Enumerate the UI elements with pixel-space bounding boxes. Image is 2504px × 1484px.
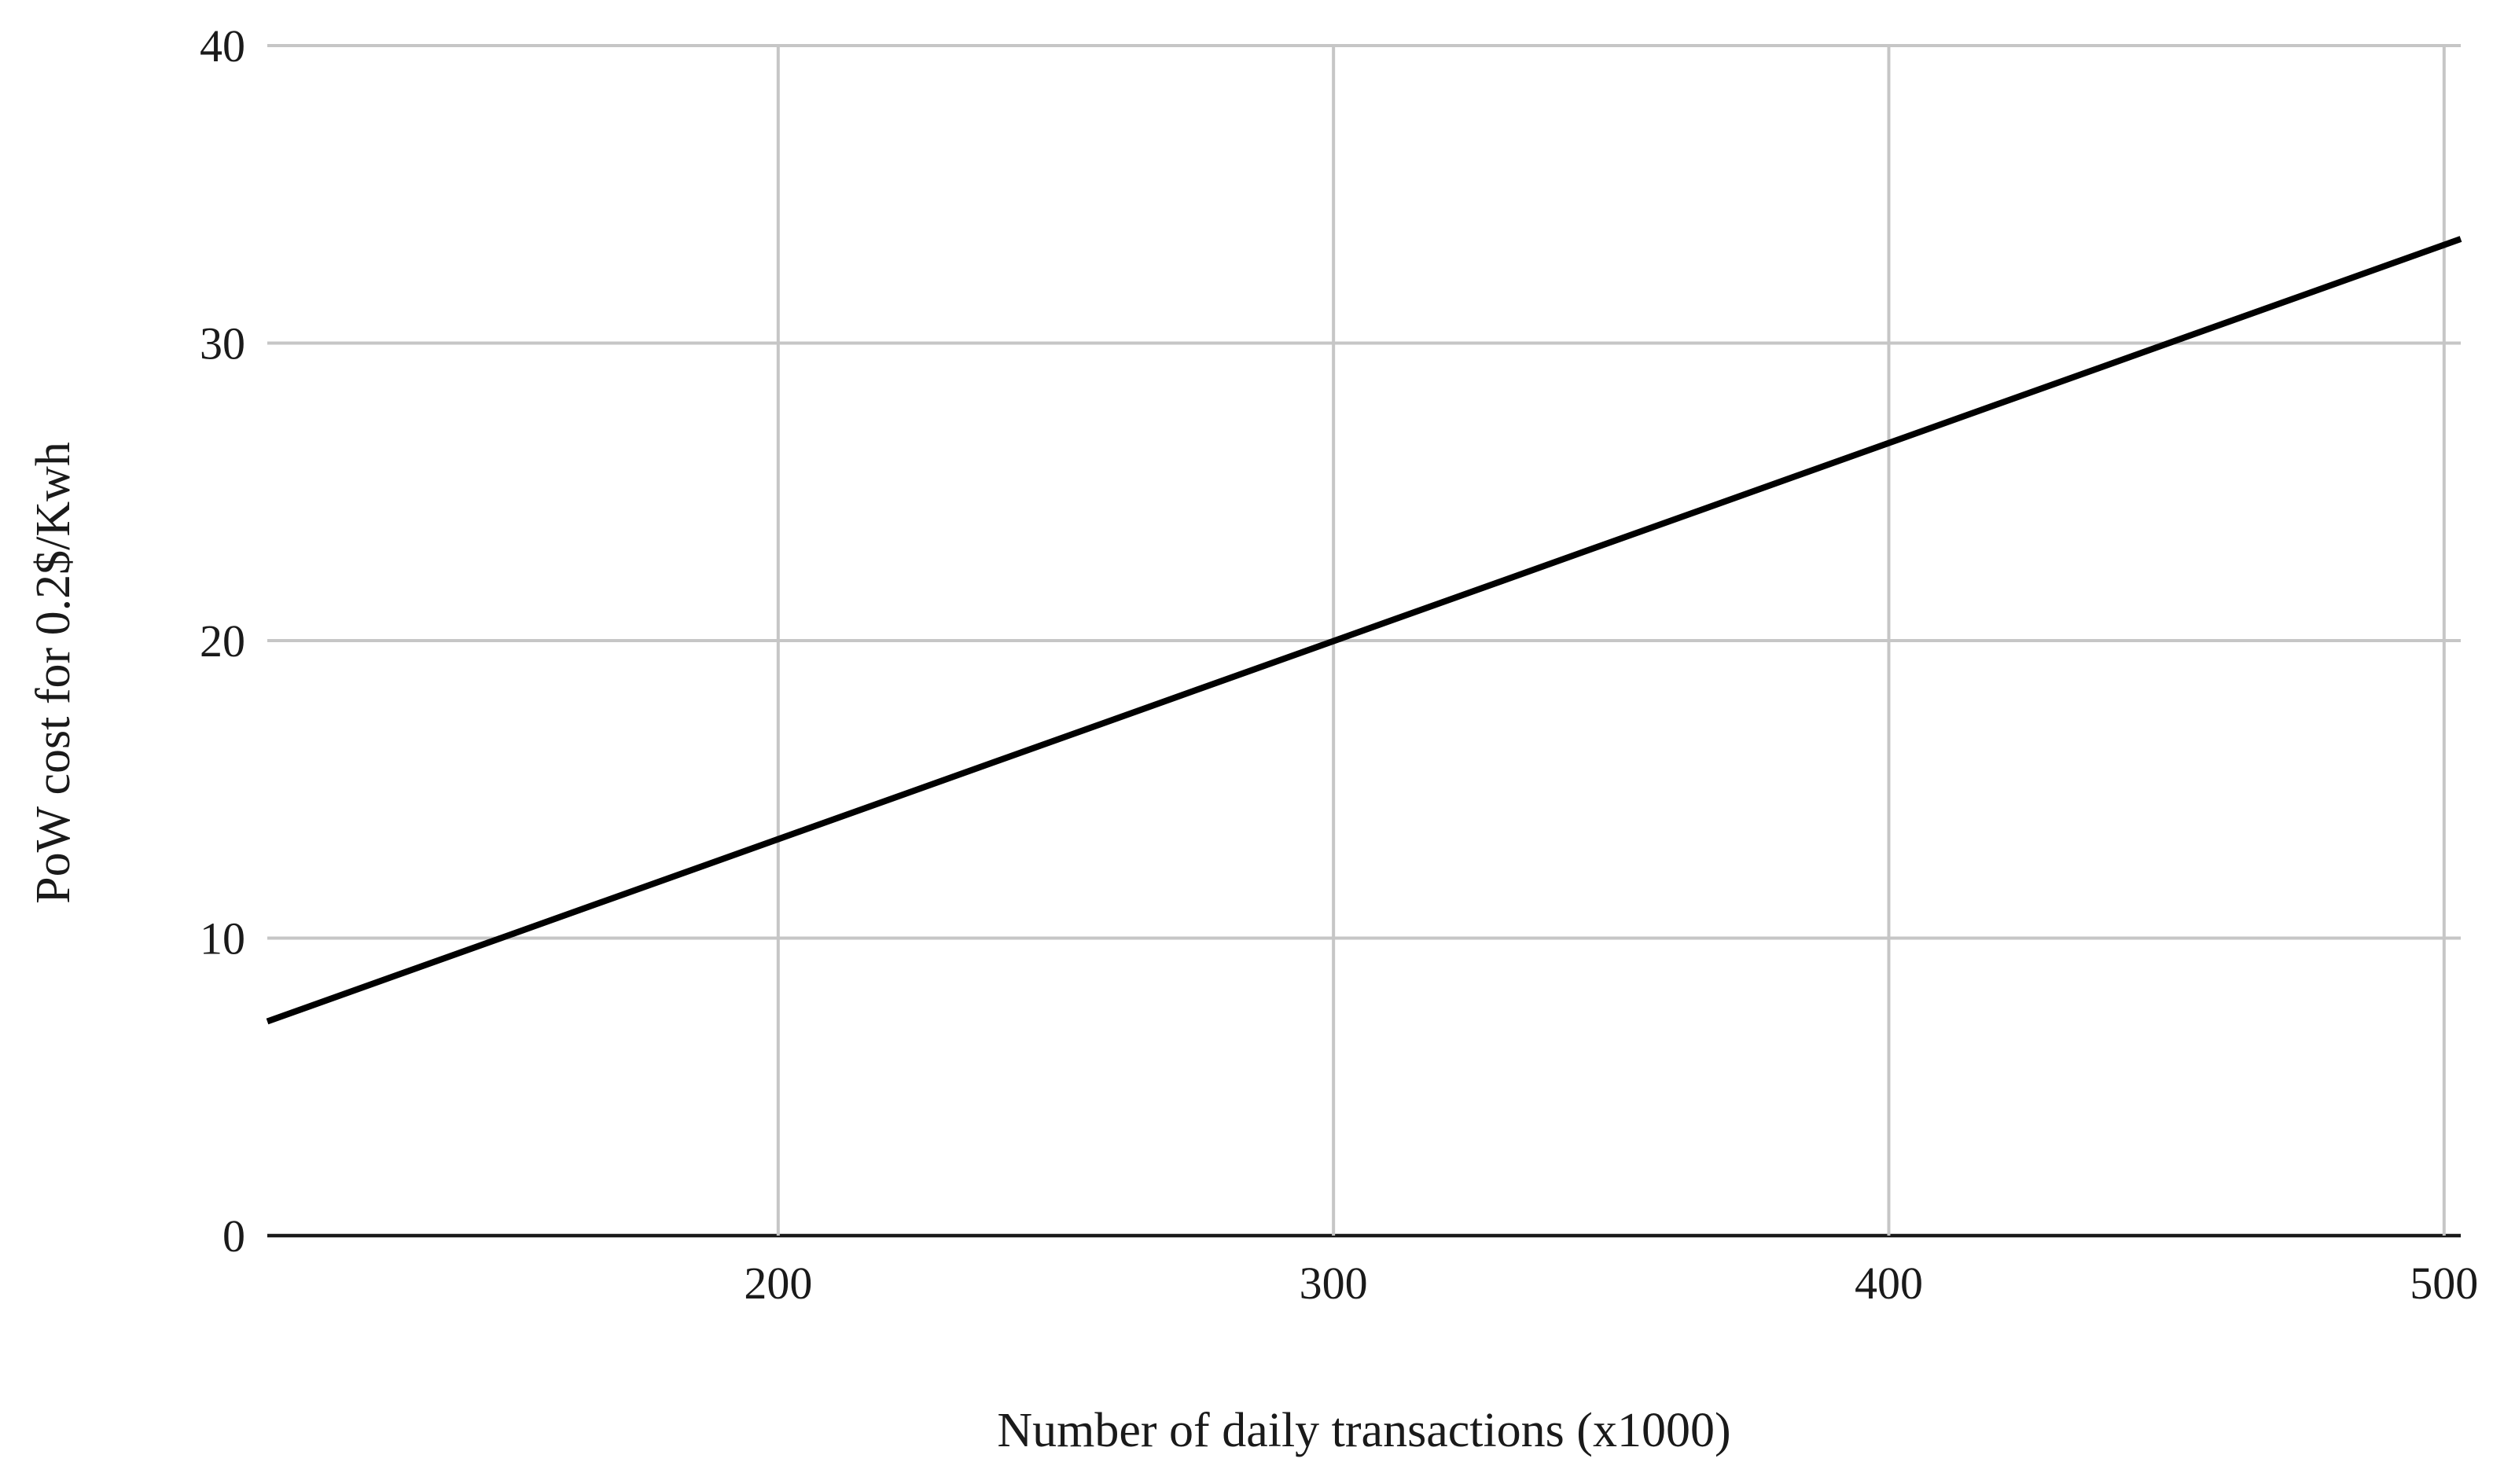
series-line: [266, 236, 2462, 1025]
y-tick-label: 10: [200, 913, 245, 964]
x-tick-label: 400: [1855, 1258, 1923, 1309]
x-axis-title: Number of daily transactions (x1000): [997, 1404, 1730, 1457]
gridlines: [267, 44, 2461, 1238]
tick-labels: 0 10 20 30 40 200 300 400 500: [200, 20, 2478, 1309]
series-group: [266, 236, 2462, 1025]
y-tick-label: 20: [200, 615, 245, 667]
x-tick-label: 200: [744, 1258, 812, 1309]
y-tick-label: 0: [222, 1210, 245, 1262]
y-axis-title: PoW cost for 0.2$/Kwh: [27, 442, 80, 904]
x-tick-label: 500: [2410, 1258, 2478, 1309]
x-tick-label: 300: [1300, 1258, 1368, 1309]
y-tick-label: 40: [200, 20, 245, 72]
y-tick-label: 30: [200, 318, 245, 369]
